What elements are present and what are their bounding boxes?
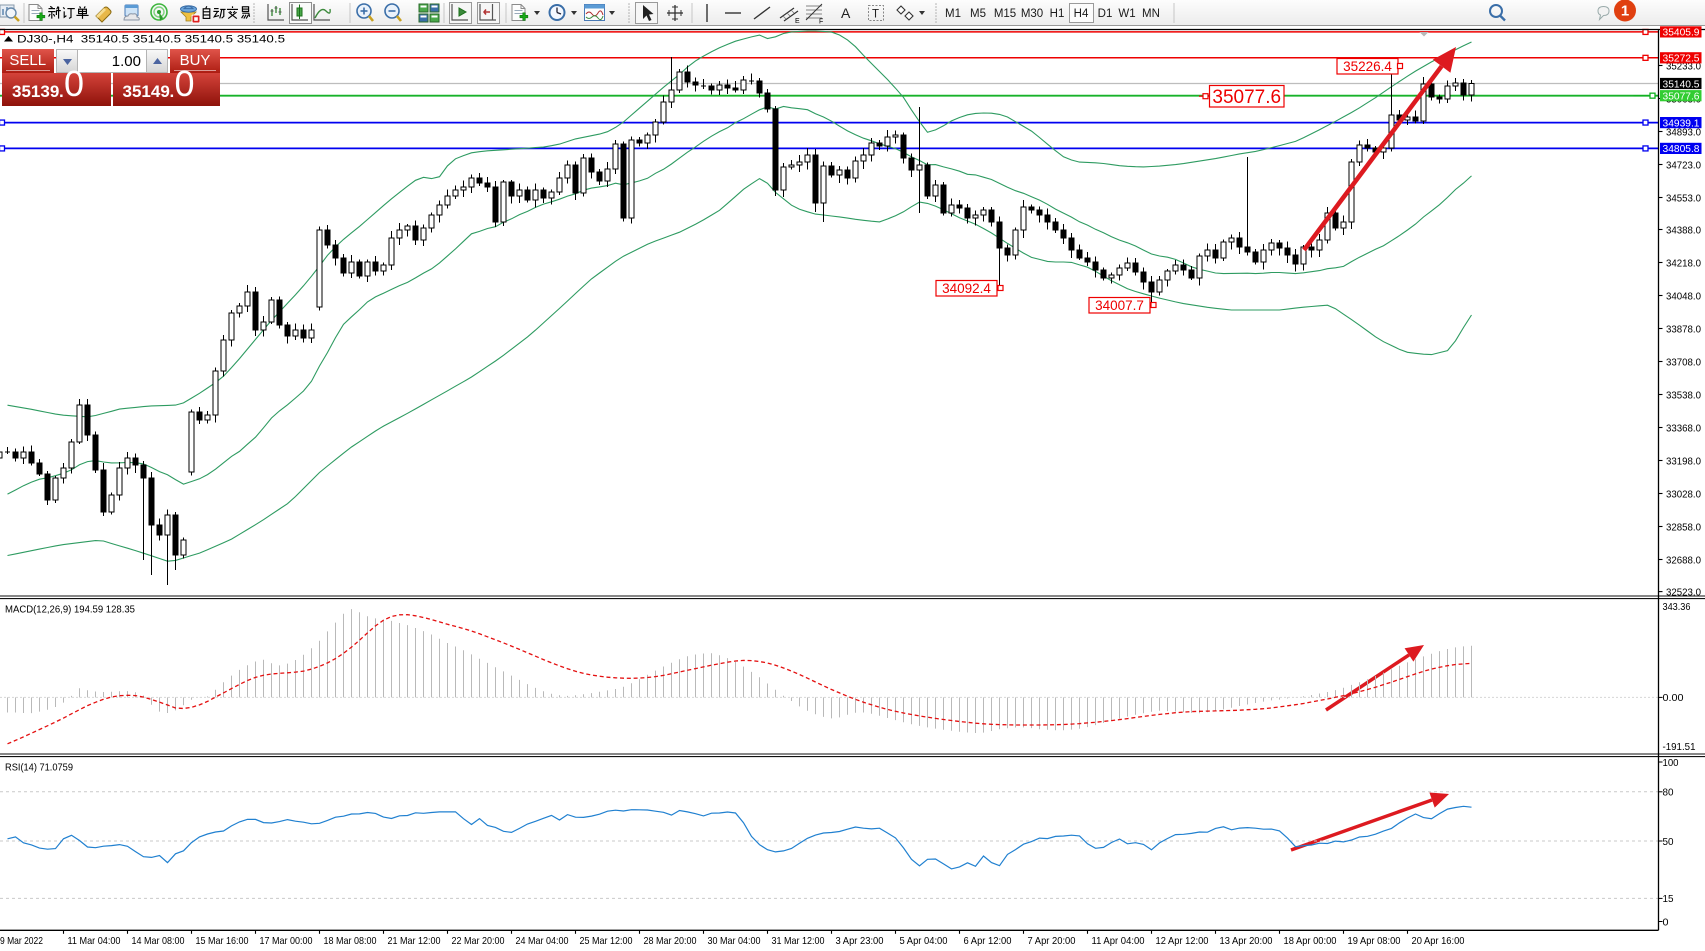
svg-text:33028.0: 33028.0 [1666, 488, 1701, 500]
svg-text:19 Apr 08:00: 19 Apr 08:00 [1348, 935, 1401, 947]
svg-text:34939.1: 34939.1 [1663, 117, 1700, 129]
svg-text:D1: D1 [1098, 8, 1113, 20]
svg-text:32858.0: 32858.0 [1666, 521, 1701, 533]
svg-text:34553.0: 34553.0 [1666, 192, 1701, 204]
svg-text:34048.0: 34048.0 [1666, 290, 1701, 302]
svg-text:33878.0: 33878.0 [1666, 323, 1701, 335]
svg-text:35077.6: 35077.6 [1212, 87, 1281, 108]
svg-text:9 Mar 2022: 9 Mar 2022 [0, 935, 43, 947]
svg-text:11 Mar 04:00: 11 Mar 04:00 [68, 935, 121, 947]
svg-text:80: 80 [1663, 787, 1674, 799]
svg-text:17 Mar 00:00: 17 Mar 00:00 [260, 935, 313, 947]
svg-text:M5: M5 [970, 8, 986, 20]
svg-text:14 Mar 08:00: 14 Mar 08:00 [132, 935, 185, 947]
svg-text:32688.0: 32688.0 [1666, 554, 1701, 566]
svg-text:15 Mar 16:00: 15 Mar 16:00 [196, 935, 249, 947]
svg-text:15: 15 [1663, 893, 1674, 905]
svg-text:DJ30-,H4 35140.5 35140.5 3514: DJ30-,H4 35140.5 35140.5 35140.5 35140.5 [17, 34, 285, 46]
svg-text:25 Mar 12:00: 25 Mar 12:00 [580, 935, 633, 947]
svg-text:T: T [872, 9, 879, 21]
svg-text:3 Apr 23:00: 3 Apr 23:00 [836, 935, 884, 947]
svg-text:35272.5: 35272.5 [1663, 53, 1700, 65]
svg-text:0: 0 [1663, 916, 1669, 928]
svg-text:11 Apr 04:00: 11 Apr 04:00 [1092, 935, 1145, 947]
svg-text:34893.0: 34893.0 [1666, 126, 1701, 138]
svg-text:33368.0: 33368.0 [1666, 422, 1701, 434]
svg-text:M1: M1 [945, 8, 961, 20]
svg-text:33708.0: 33708.0 [1666, 356, 1701, 368]
svg-text:1: 1 [1621, 3, 1629, 20]
svg-text:34805.8: 34805.8 [1663, 143, 1700, 155]
svg-text:18 Mar 08:00: 18 Mar 08:00 [324, 935, 377, 947]
svg-text:24 Mar 04:00: 24 Mar 04:00 [516, 935, 569, 947]
svg-text:5 Apr 04:00: 5 Apr 04:00 [900, 935, 948, 947]
svg-text:F: F [819, 19, 823, 26]
svg-text:6 Apr 12:00: 6 Apr 12:00 [964, 935, 1012, 947]
svg-text:31 Mar 12:00: 31 Mar 12:00 [772, 935, 825, 947]
svg-text:7 Apr 20:00: 7 Apr 20:00 [1028, 935, 1076, 947]
svg-text:21 Mar 12:00: 21 Mar 12:00 [388, 935, 441, 947]
svg-text:18 Apr 00:00: 18 Apr 00:00 [1284, 935, 1337, 947]
svg-text:34388.0: 34388.0 [1666, 224, 1701, 236]
svg-text:32523.0: 32523.0 [1666, 586, 1701, 598]
svg-text:0.00: 0.00 [1663, 692, 1684, 704]
svg-text:34218.0: 34218.0 [1666, 257, 1701, 269]
svg-text:W1: W1 [1118, 8, 1135, 20]
svg-text:H4: H4 [1074, 8, 1089, 20]
svg-text:34723.0: 34723.0 [1666, 159, 1701, 171]
svg-text:H1: H1 [1050, 8, 1065, 20]
svg-text:13 Apr 20:00: 13 Apr 20:00 [1220, 935, 1273, 947]
svg-text:35140.5: 35140.5 [1663, 78, 1700, 90]
svg-text:M30: M30 [1021, 8, 1043, 20]
svg-text:20 Apr 16:00: 20 Apr 16:00 [1412, 935, 1465, 947]
svg-text:A: A [841, 5, 851, 21]
svg-text:34092.4: 34092.4 [942, 281, 991, 296]
svg-text:MN: MN [1142, 8, 1160, 20]
svg-text:35405.9: 35405.9 [1663, 27, 1700, 39]
svg-text:35226.4: 35226.4 [1343, 59, 1392, 74]
svg-text:MACD(12,26,9) 194.59 128.35: MACD(12,26,9) 194.59 128.35 [5, 604, 135, 616]
svg-text:M15: M15 [994, 8, 1016, 20]
svg-text:33538.0: 33538.0 [1666, 389, 1701, 401]
svg-text:E: E [795, 18, 800, 25]
svg-text:34007.7: 34007.7 [1095, 298, 1144, 313]
svg-text:35077.6: 35077.6 [1663, 91, 1700, 103]
svg-text:100: 100 [1663, 757, 1679, 769]
svg-text:33198.0: 33198.0 [1666, 455, 1701, 467]
svg-text:50: 50 [1663, 836, 1674, 848]
svg-text:22 Mar 20:00: 22 Mar 20:00 [452, 935, 505, 947]
svg-text:30 Mar 04:00: 30 Mar 04:00 [708, 935, 761, 947]
svg-text:12 Apr 12:00: 12 Apr 12:00 [1156, 935, 1209, 947]
svg-text:-191.51: -191.51 [1663, 741, 1696, 753]
svg-text:343.36: 343.36 [1663, 601, 1691, 613]
svg-text:RSI(14) 71.0759: RSI(14) 71.0759 [5, 762, 73, 774]
svg-text:28 Mar 20:00: 28 Mar 20:00 [644, 935, 697, 947]
